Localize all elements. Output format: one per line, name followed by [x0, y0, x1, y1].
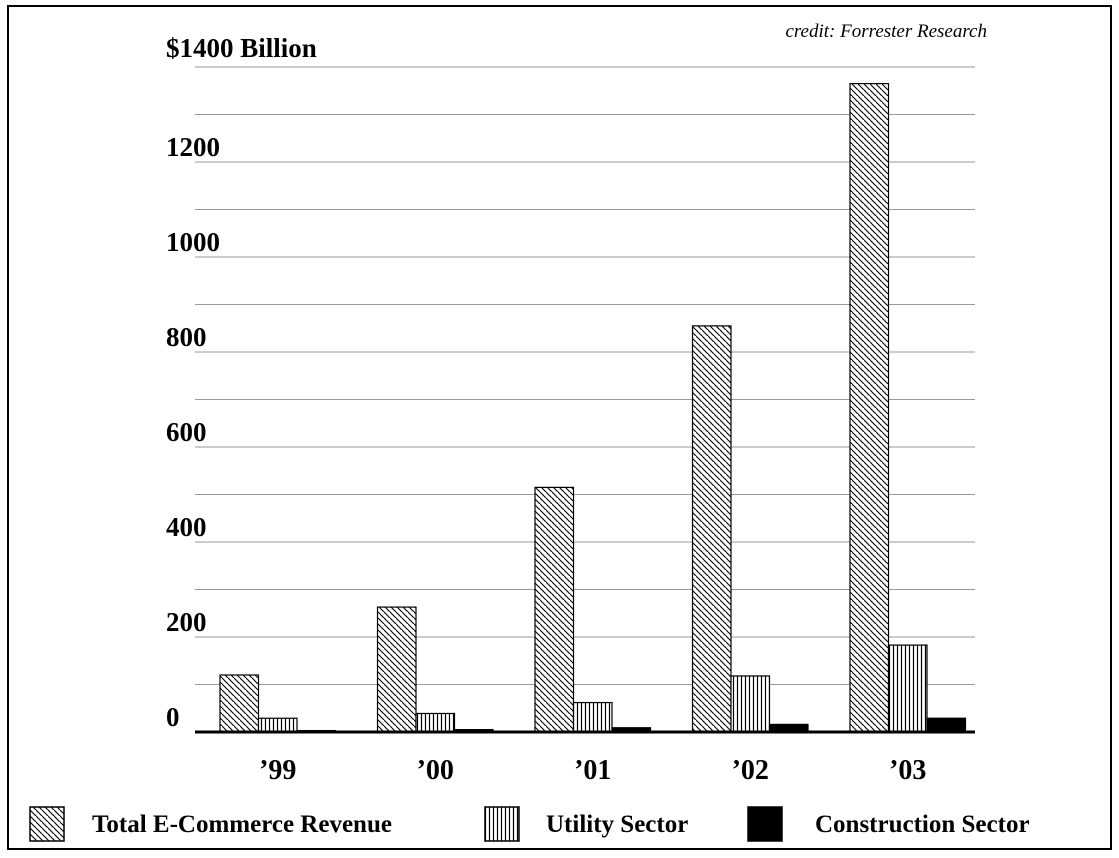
bar	[572, 701, 613, 733]
y-tick-label: 1200	[166, 132, 220, 162]
x-tick-label: ’99	[259, 755, 296, 786]
y-tick-label: 0	[166, 702, 180, 732]
gridlines	[195, 66, 975, 685]
legend-label: Total E-Commerce Revenue	[92, 811, 392, 838]
bar	[219, 674, 260, 733]
bars	[219, 83, 967, 733]
y-tick-label: 800	[166, 322, 207, 352]
bar	[730, 675, 771, 733]
x-tick-label: ’02	[732, 755, 769, 786]
legend-swatch	[747, 806, 783, 842]
legend-label: Utility Sector	[546, 811, 688, 838]
y-tick-label: 200	[166, 607, 207, 637]
chart-credit: credit: Forrester Research	[785, 21, 987, 42]
bar	[887, 644, 928, 733]
bar	[691, 325, 732, 733]
bar	[849, 83, 890, 733]
x-tick-label: ’00	[417, 755, 454, 786]
x-tick-label: ’03	[889, 755, 926, 786]
bar	[376, 606, 417, 733]
x-axis-ticks: ’99 ’00 ’01 ’02 ’03	[259, 755, 926, 786]
y-axis-unit-label: $1400 Billion	[166, 33, 317, 63]
bar	[534, 486, 575, 733]
y-axis-ticks: 0 200 400 600 800 1000 1200	[166, 132, 220, 732]
legend-label: Construction Sector	[815, 811, 1030, 838]
legend-swatch	[484, 806, 520, 842]
bar	[257, 717, 298, 733]
y-tick-label: 600	[166, 417, 207, 447]
legend: Total E-Commerce Revenue Utility Sector Co…	[29, 806, 1030, 842]
y-tick-label: 400	[166, 512, 207, 542]
legend-swatch	[29, 806, 65, 842]
bar	[926, 717, 967, 733]
y-tick-label: 1000	[166, 227, 220, 257]
bar	[415, 712, 456, 733]
x-tick-label: ’01	[574, 755, 611, 786]
